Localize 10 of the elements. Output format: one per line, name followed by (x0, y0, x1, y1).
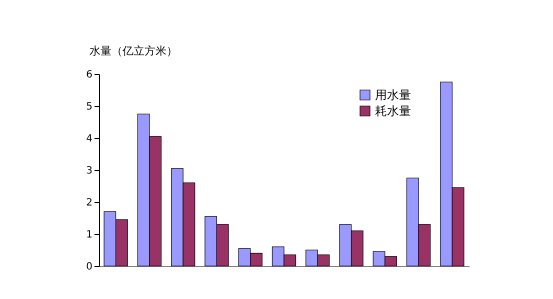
y-axis-title: 水量（亿立方米） (90, 44, 178, 58)
legend-label: 用水量 (375, 88, 411, 102)
y-tick-label: 5 (86, 102, 92, 112)
y-tick-label: 2 (86, 198, 92, 208)
y-tick-label: 0 (86, 262, 92, 272)
y-tick-label: 3 (86, 166, 92, 176)
y-tick-label: 4 (86, 134, 92, 144)
y-tick-label: 1 (86, 230, 92, 240)
legend-label: 耗水量 (375, 104, 411, 118)
y-tick-label: 6 (86, 70, 92, 80)
